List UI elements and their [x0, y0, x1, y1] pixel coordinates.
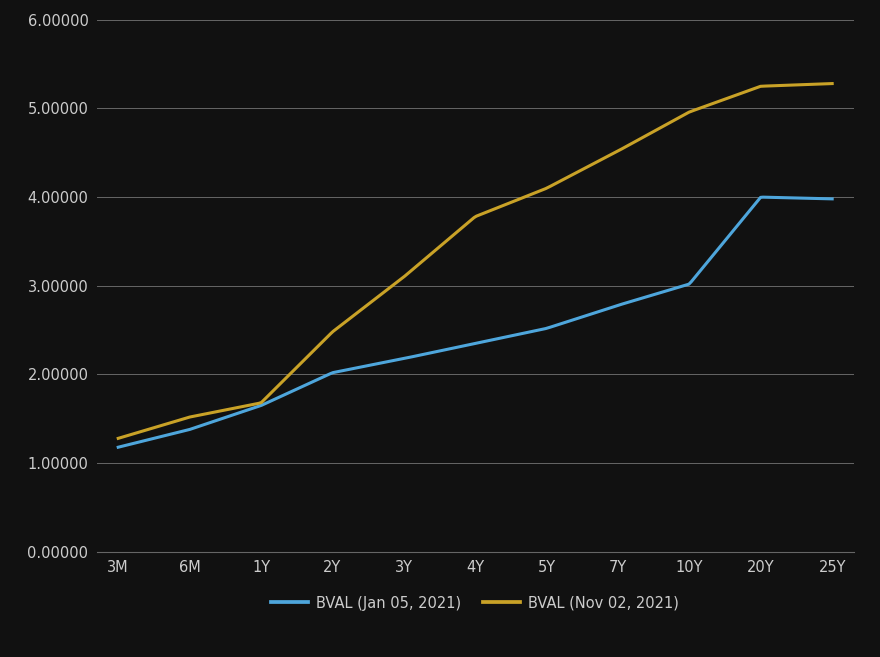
Legend: BVAL (Jan 05, 2021), BVAL (Nov 02, 2021): BVAL (Jan 05, 2021), BVAL (Nov 02, 2021)	[265, 590, 686, 616]
